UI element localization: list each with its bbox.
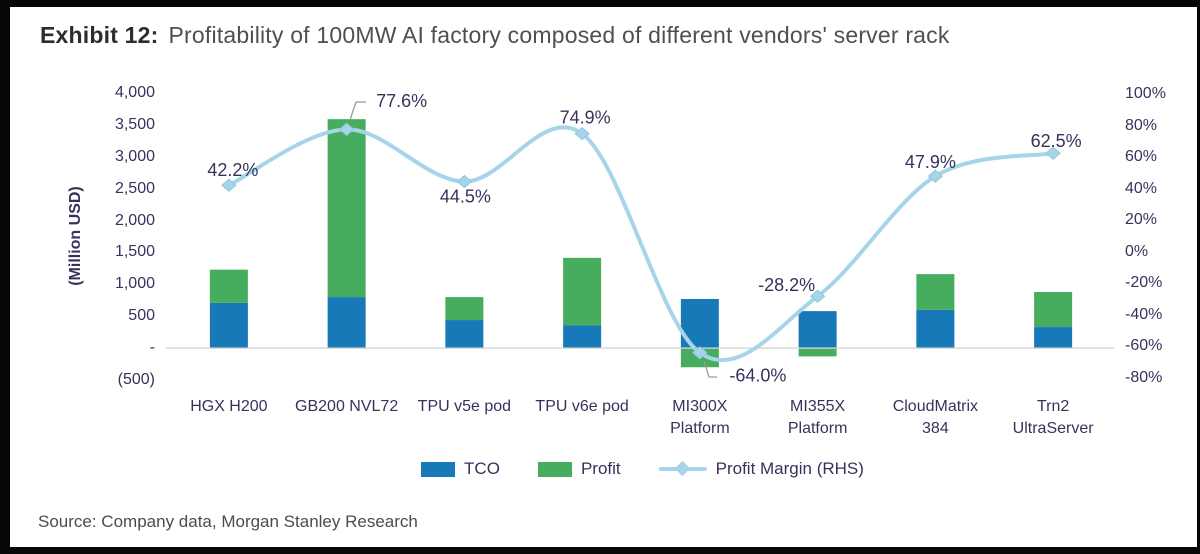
left-axis-tick: 4,000: [114, 84, 155, 101]
left-axis-ticks: 4,000 3,500 3,000 2,500 2,000 1,500 1,000 500 - (…: [40, 0, 155, 554]
margin-point-marker: [221, 178, 237, 192]
right-axis-ticks: 100% 80% 60% 40% 20% 0% -20% -40% -60% -80%: [1125, 0, 1195, 554]
left-axis-tick: 500: [128, 307, 155, 325]
margin-point-marker: [927, 169, 944, 183]
profit-margin-line: [226, 125, 1056, 362]
category-label: CloudMatrix 384: [892, 398, 979, 437]
label-leader-line: [349, 101, 366, 121]
bar-profit: [563, 257, 602, 326]
legend-label-profit-margin: Profit Margin (RHS): [715, 459, 864, 478]
bar-profit: [209, 269, 248, 303]
bar-tco: [563, 325, 602, 349]
legend-item-profit-margin: Profit Margin (RHS): [658, 459, 864, 479]
bar-tco: [327, 297, 366, 349]
bar-profit: [916, 274, 955, 310]
category-label: HGX H200: [190, 398, 268, 415]
source-note: Source: Company data, Morgan Stanley Res…: [38, 512, 418, 531]
margin-data-label: -28.2%: [758, 275, 815, 295]
left-axis-tick: 3,500: [114, 115, 155, 133]
right-axis-tick: 40%: [1125, 179, 1158, 197]
bar-tco: [798, 311, 837, 349]
label-leader-line: [703, 360, 717, 378]
bar-tco: [1034, 327, 1073, 349]
bar-profit: [798, 348, 837, 357]
right-axis-tick: 0%: [1125, 242, 1149, 260]
legend: TCO Profit Profit Margin (RHS): [170, 454, 1115, 484]
right-axis-tick: -20%: [1125, 274, 1163, 292]
margin-point-marker: [574, 126, 590, 141]
legend-item-profit: Profit: [537, 459, 621, 479]
left-axis-tick: 1,500: [114, 243, 155, 261]
margin-point-marker: [338, 122, 355, 137]
category-label: MI355X Platform: [787, 398, 848, 437]
bar-profit: [327, 119, 366, 298]
margin-data-label: 44.5%: [440, 186, 491, 206]
margin-point-marker: [1045, 146, 1061, 160]
margin-data-label: 47.9%: [905, 152, 956, 172]
right-axis-tick: 60%: [1125, 148, 1158, 166]
tco-swatch-icon: [421, 461, 456, 477]
margin-data-label: -64.0%: [729, 366, 786, 386]
chart-title-text: Profitability of 100MW AI factory compos…: [168, 22, 950, 48]
margin-point-marker: [456, 174, 473, 189]
legend-item-tco: TCO: [421, 459, 500, 479]
bar-tco: [209, 302, 248, 349]
legend-label-tco: TCO: [464, 459, 500, 478]
left-axis-tick: 1,000: [114, 275, 155, 293]
profit-swatch-icon: [537, 461, 572, 477]
exhibit-label: Exhibit 12:: [40, 22, 159, 48]
margin-data-label: 62.5%: [1031, 131, 1082, 151]
category-label: TPU v6e pod: [535, 398, 629, 415]
right-axis-tick: 20%: [1125, 211, 1158, 229]
right-axis-tick: 80%: [1125, 116, 1158, 134]
chart-title: Exhibit 12: Profitability of 100MW AI fac…: [40, 22, 1190, 49]
margin-data-label: 74.9%: [560, 107, 611, 127]
chart-card: [10, 7, 1197, 547]
category-label: GB200 NVL72: [295, 398, 399, 415]
left-axis-tick: 2,500: [114, 179, 155, 197]
left-axis-tick: 2,000: [114, 211, 155, 229]
diamond-marker-icon: [674, 460, 690, 477]
right-axis-tick: -80%: [1125, 369, 1163, 386]
bar-profit: [1034, 291, 1073, 328]
bar-tco: [916, 309, 955, 349]
margin-point-marker: [809, 289, 826, 303]
bar-profit: [445, 297, 484, 321]
profit-margin-line-sample-icon: [658, 460, 707, 477]
category-label: MI300X Platform: [670, 398, 730, 437]
left-axis-tick: -: [149, 339, 155, 357]
legend-label-profit: Profit: [580, 459, 621, 478]
right-axis-tick: 100%: [1125, 85, 1166, 102]
category-label: TPU v5e pod: [417, 398, 512, 415]
margin-point-marker: [692, 346, 708, 360]
right-axis-tick: -60%: [1125, 337, 1163, 355]
left-axis-tick: 3,000: [114, 147, 155, 165]
category-label: Trn2 UltraServer: [1012, 398, 1094, 437]
margin-data-label: 42.2%: [207, 160, 258, 180]
margin-data-label: 77.6%: [376, 91, 427, 111]
left-axis-tick: (500): [117, 371, 155, 388]
bar-tco: [445, 320, 484, 349]
right-axis-tick: -40%: [1125, 305, 1163, 323]
